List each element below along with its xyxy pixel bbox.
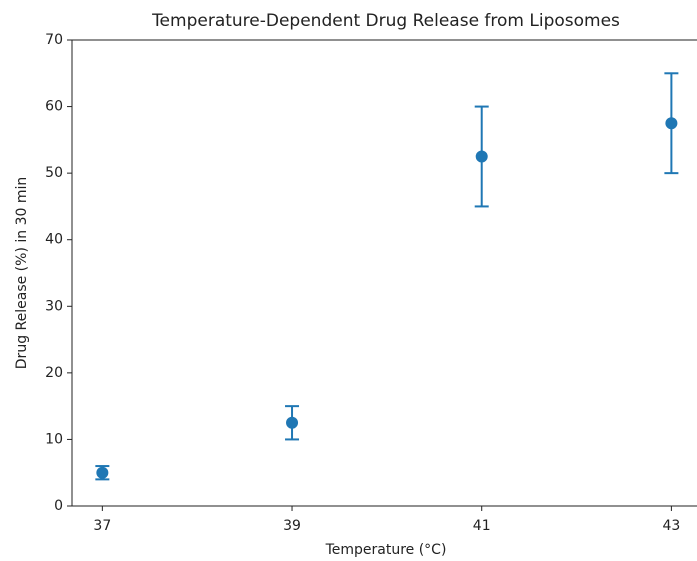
y-tick-label: 40 (45, 232, 63, 248)
x-tick-label: 39 (283, 518, 301, 534)
y-tick-label: 30 (45, 298, 63, 314)
y-tick-label: 10 (45, 431, 63, 447)
data-point (665, 117, 678, 130)
y-tick-label: 0 (54, 498, 63, 514)
y-tick-label: 70 (45, 32, 63, 48)
y-tick-label: 50 (45, 165, 63, 181)
x-axis-label: Temperature (°C) (325, 542, 447, 558)
data-point (475, 150, 488, 163)
data-point (286, 416, 299, 429)
y-tick-label: 60 (45, 99, 63, 115)
data-point (96, 466, 109, 479)
x-tick-label: 37 (93, 518, 111, 534)
chart-title: Temperature-Dependent Drug Release from … (151, 11, 620, 31)
y-tick-label: 20 (45, 365, 63, 381)
y-axis-label: Drug Release (%) in 30 min (14, 177, 30, 369)
axes-frame (71, 39, 697, 507)
x-tick-label: 41 (473, 518, 491, 534)
x-tick-label: 43 (662, 518, 680, 534)
